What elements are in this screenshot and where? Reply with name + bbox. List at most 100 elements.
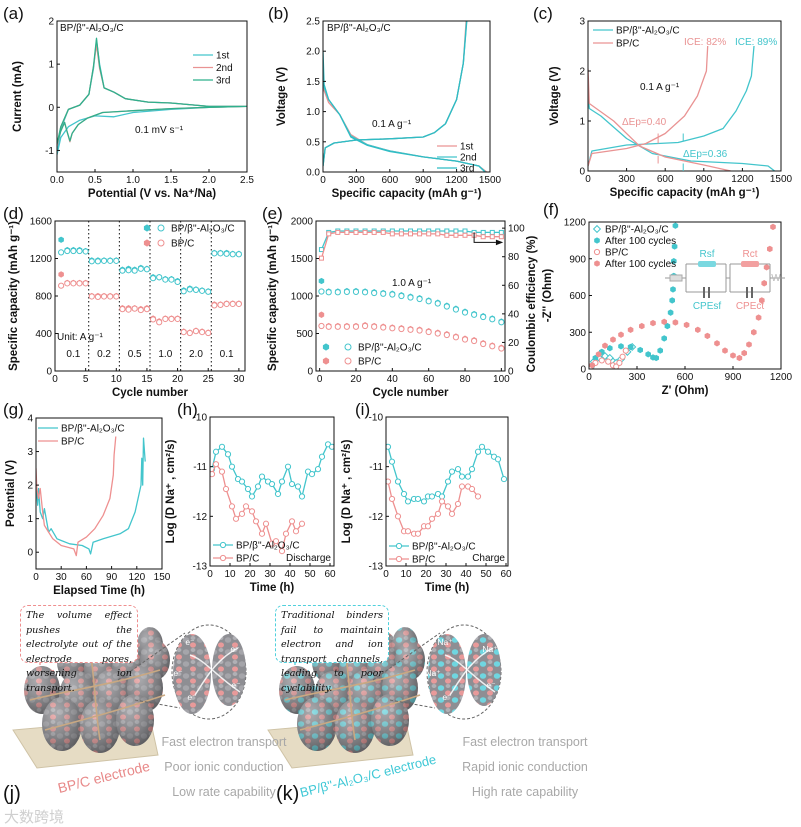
data-point	[218, 443, 226, 450]
legend-item: 3rd	[437, 164, 474, 175]
data-point	[198, 287, 206, 294]
annotation: ICE: 82%	[684, 37, 726, 48]
x-tick-label: 600	[381, 175, 398, 186]
legend-label: BP/C	[171, 239, 194, 250]
x-tick-label: 1.5	[164, 175, 178, 186]
y2-tick-label: 0	[508, 367, 514, 378]
data-point	[238, 478, 246, 485]
data-point	[343, 288, 350, 295]
data-point	[454, 500, 462, 508]
series-group	[588, 45, 775, 171]
y-tick-label: 0	[580, 365, 586, 376]
data-point	[157, 239, 165, 247]
data-point	[667, 309, 674, 316]
data-point	[425, 298, 432, 305]
legend-label: 2nd	[460, 153, 477, 164]
data-point	[420, 498, 428, 505]
x-tick-label: 20	[350, 374, 362, 385]
data-point	[244, 485, 252, 493]
data-point	[335, 229, 341, 235]
data-point	[448, 510, 456, 517]
transport-path	[189, 647, 241, 696]
data-point	[168, 276, 175, 283]
data-point	[610, 336, 616, 343]
data-point	[480, 234, 486, 240]
x-axis-title: Elapsed Time (h)	[53, 585, 145, 597]
data-point	[224, 451, 232, 458]
data-point	[627, 343, 634, 351]
data-point	[435, 231, 441, 237]
data-point	[454, 466, 462, 473]
y-tick-label: 0	[307, 367, 313, 378]
data-point	[494, 456, 502, 463]
data-point	[672, 319, 679, 326]
x-tick-label: 10	[111, 374, 123, 385]
series-group	[589, 222, 776, 369]
data-point	[58, 249, 65, 256]
data-point	[156, 319, 163, 326]
data-point	[229, 251, 236, 258]
data-point	[228, 463, 236, 470]
data-point	[131, 267, 138, 274]
y2-axis-title: Coulombic efficiency (%)	[526, 235, 538, 372]
capacitor-icon	[751, 287, 753, 298]
data-point	[212, 461, 220, 468]
x-tick-label: 5	[83, 374, 89, 385]
data-point	[343, 323, 350, 330]
data-point	[480, 229, 486, 235]
bubble-note-j: The volume effect pushes the electrolyte…	[20, 605, 138, 694]
panel-label: (g)	[3, 400, 24, 419]
y-tick-label: -1	[45, 146, 54, 157]
feature-list-k: Fast electron transport Rapid ionic cond…	[455, 735, 595, 810]
legend-item: After 100 cycles	[594, 259, 676, 270]
data-point	[416, 327, 423, 334]
data-point	[398, 292, 405, 300]
data-point	[64, 280, 71, 287]
x-tick-label: 900	[725, 372, 742, 383]
x-tick-label: 0.5	[88, 175, 102, 186]
annotation: 1.0 A g⁻¹	[392, 278, 432, 289]
zoom-guide	[372, 632, 441, 681]
data-point	[594, 237, 600, 244]
data-point	[741, 349, 747, 357]
x-tick-label: 60	[500, 569, 512, 580]
data-point	[217, 250, 224, 257]
x-tick-label: 40	[284, 569, 296, 580]
legend-label: BP/C	[236, 554, 259, 565]
x-tick-label: 300	[348, 175, 365, 186]
y-tick-label: -12	[193, 512, 208, 523]
series-group	[210, 441, 334, 555]
series-line	[323, 21, 467, 167]
data-point	[238, 510, 246, 517]
data-point	[211, 302, 218, 309]
data-point	[325, 289, 332, 296]
data-point	[616, 359, 623, 366]
rate-label: 0.1	[220, 349, 234, 360]
data-point	[438, 498, 446, 505]
particle-shading	[80, 699, 120, 753]
y-tick-label: 2	[48, 17, 54, 28]
legend-label: After 100 cycles	[605, 236, 676, 247]
data-point	[598, 357, 605, 364]
x-tick-label: 150	[154, 572, 171, 583]
data-point	[58, 236, 64, 243]
data-point	[704, 332, 711, 340]
data-point	[671, 243, 678, 250]
plot-frame	[385, 416, 509, 567]
data-point	[64, 247, 71, 255]
carrier-label: Na⁺	[437, 637, 453, 647]
data-point	[767, 245, 773, 253]
data-point	[404, 498, 412, 505]
data-point	[322, 343, 330, 351]
data-point	[254, 483, 262, 490]
y-tick-label: 1600	[30, 217, 53, 228]
data-point	[444, 478, 452, 485]
resistor-icon	[741, 261, 759, 267]
data-point	[334, 289, 341, 296]
y-tick-label: 1	[579, 117, 585, 128]
data-point	[425, 328, 432, 336]
data-point	[452, 306, 460, 313]
plot-frame	[56, 20, 248, 173]
annotation: BP/β''-Al₂O₃/C	[327, 23, 391, 34]
